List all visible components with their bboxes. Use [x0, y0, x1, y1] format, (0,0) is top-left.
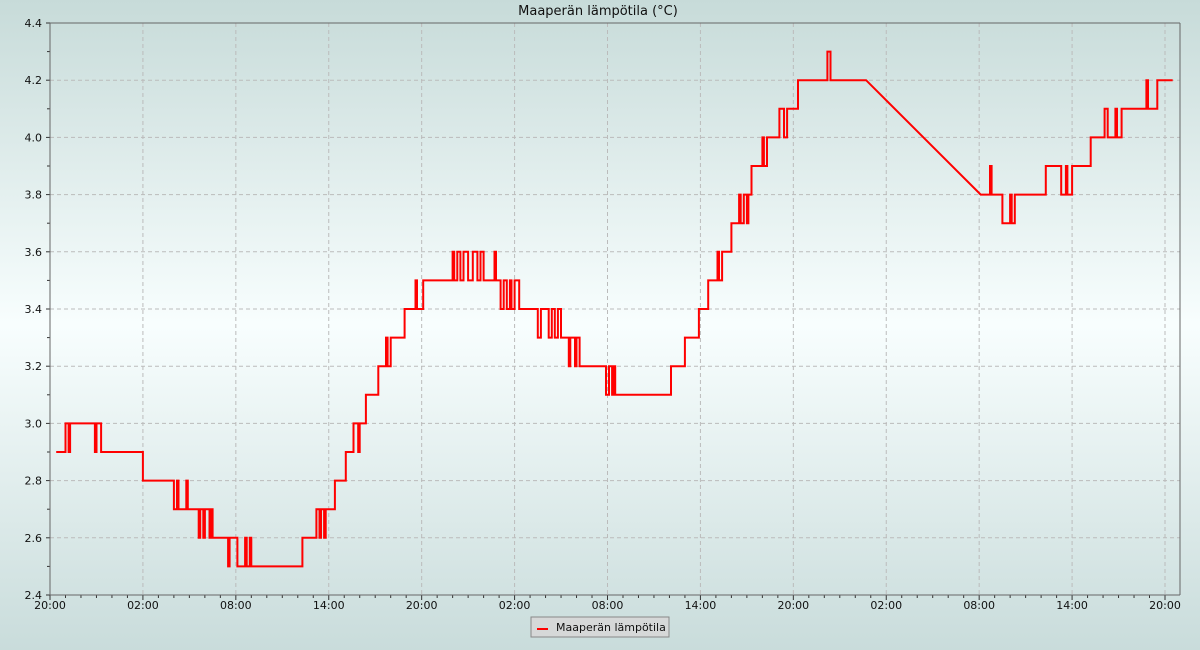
- legend-label: Maaperän lämpötila: [556, 621, 666, 634]
- x-tick-label: 02:00: [870, 599, 902, 612]
- x-tick-label: 02:00: [499, 599, 531, 612]
- x-tick-label: 14:00: [313, 599, 345, 612]
- chart-title: Maaperän lämpötila (°C): [518, 4, 678, 19]
- legend-box: [530, 616, 670, 638]
- x-tick-label: 08:00: [220, 599, 252, 612]
- y-tick-label: 3.6: [25, 246, 43, 259]
- y-tick-label: 4.0: [25, 131, 43, 144]
- x-tick-label: 20:00: [406, 599, 438, 612]
- y-tick-label: 2.6: [25, 532, 43, 545]
- y-tick-label: 3.2: [25, 360, 43, 373]
- legend: Maaperän lämpötila: [530, 616, 670, 638]
- x-tick-label: 20:00: [1149, 599, 1181, 612]
- x-tick-label: 20:00: [34, 599, 66, 612]
- y-tick-label: 4.2: [25, 74, 43, 87]
- axes: 2.4 2.6 2.8 3.0 3.2 3.4 3.6 3.8 4.0 4.2 4.4 20:00 02…: [25, 17, 1181, 612]
- y-tick-label: 3.8: [25, 189, 43, 202]
- y-tick-label: 3.0: [25, 417, 43, 430]
- x-tick-label: 14:00: [1056, 599, 1088, 612]
- x-tick-label: 20:00: [777, 599, 809, 612]
- series-line: [56, 50, 1173, 568]
- y-tick-label: 2.8: [25, 475, 43, 488]
- y-tick-label: 4.4: [25, 17, 43, 30]
- x-tick-label: 08:00: [963, 599, 995, 612]
- y-tick-label: 2.4: [25, 589, 43, 602]
- series-layer: [56, 50, 1173, 568]
- x-tick-label: 02:00: [127, 599, 159, 612]
- x-tick-label: 08:00: [592, 599, 624, 612]
- x-tick-label: 14:00: [685, 599, 717, 612]
- y-tick-label: 3.4: [25, 303, 43, 316]
